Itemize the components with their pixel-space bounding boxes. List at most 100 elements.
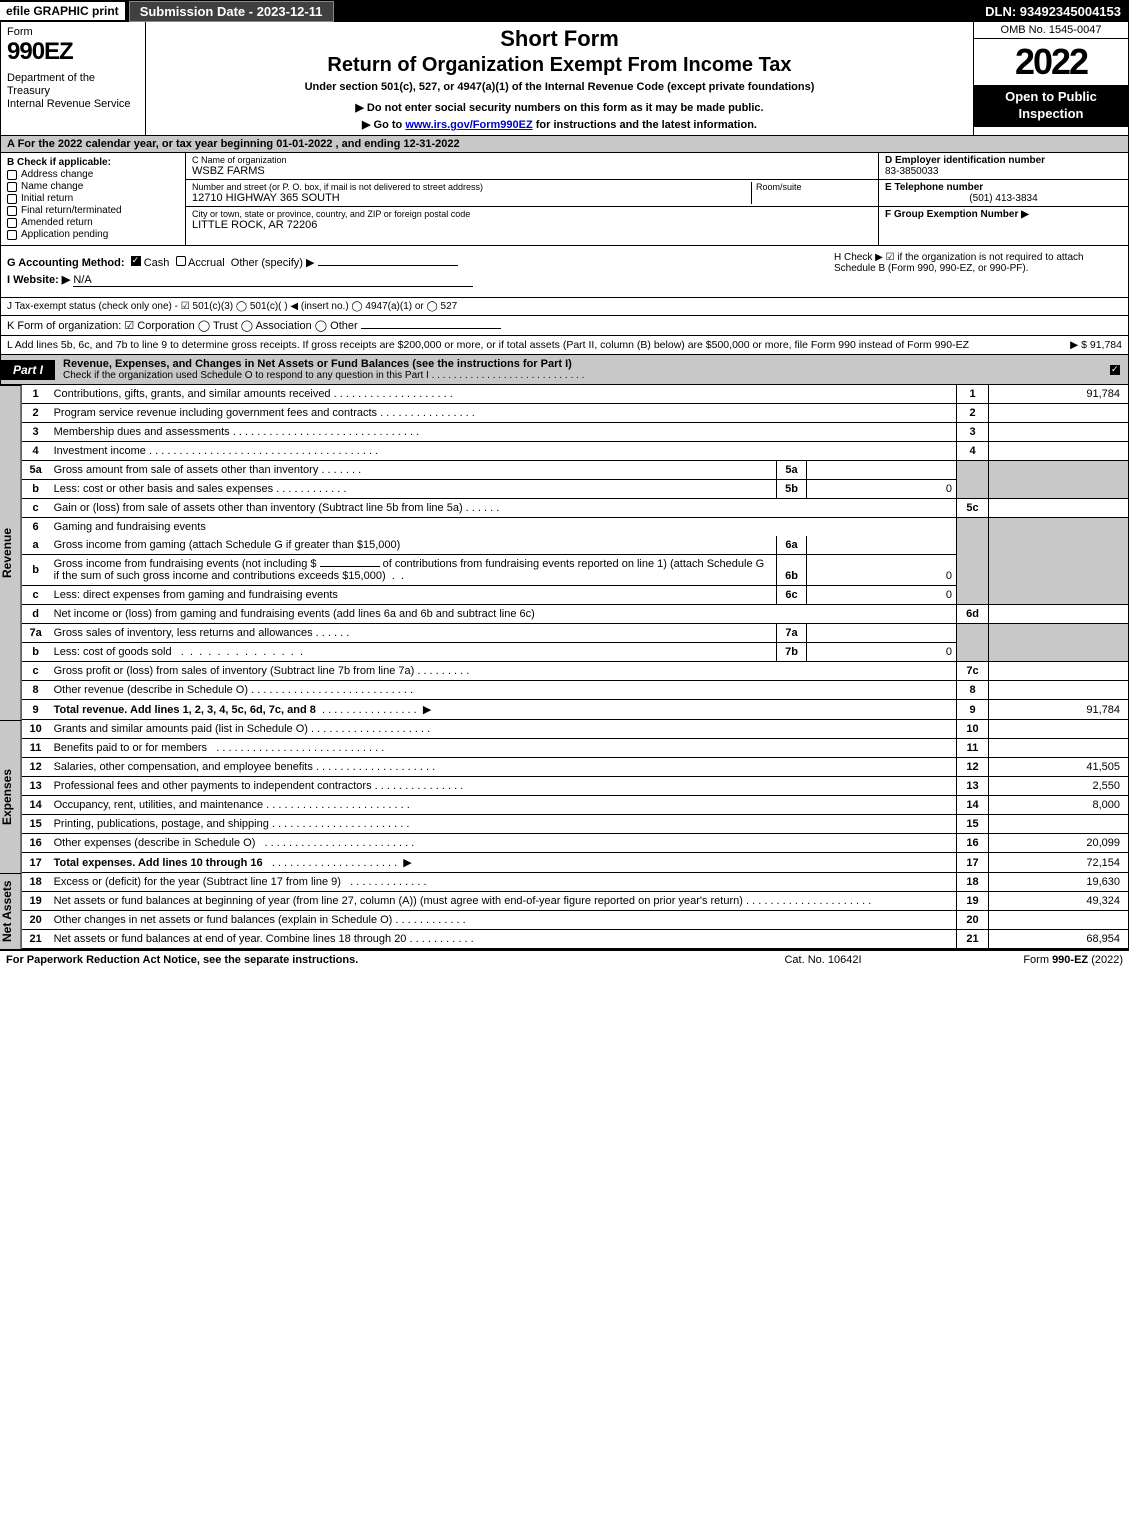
- numcol: 16: [957, 834, 989, 853]
- phone-label: E Telephone number: [885, 182, 983, 193]
- numcol: 15: [957, 815, 989, 834]
- part-1-schedule-o-checkbox[interactable]: [1110, 365, 1120, 375]
- col-b-label-text: B Check if applicable:: [7, 157, 111, 168]
- efile-label[interactable]: efile GRAPHIC print: [0, 2, 125, 20]
- contrib-input[interactable]: [320, 566, 380, 567]
- checkbox-icon: [7, 206, 17, 216]
- line-12: 12 Salaries, other compensation, and emp…: [22, 758, 1129, 777]
- row-j-text: J Tax-exempt status (check only one) - ☑…: [7, 301, 457, 312]
- desc-text: Gross sales of inventory, less returns a…: [54, 627, 313, 639]
- line-1: 1 Contributions, gifts, grants, and simi…: [22, 385, 1129, 404]
- lineno: 9: [22, 700, 50, 720]
- amount: 2,550: [989, 777, 1129, 796]
- numcol-grey: [957, 518, 989, 605]
- part-1-subtitle: Check if the organization used Schedule …: [63, 370, 1102, 381]
- part-1-title-text: Revenue, Expenses, and Changes in Net As…: [63, 358, 572, 370]
- checkbox-icon: [7, 170, 17, 180]
- org-name-cell: C Name of organization WSBZ FARMS: [186, 153, 878, 180]
- numcol-grey: [957, 461, 989, 499]
- numcol: 3: [957, 423, 989, 442]
- desc-text: Gross amount from sale of assets other t…: [54, 464, 319, 476]
- lineno: 16: [22, 834, 50, 853]
- desc: Printing, publications, postage, and shi…: [50, 815, 957, 834]
- header-left: Form 990EZ Department of the Treasury In…: [1, 22, 146, 135]
- subbox-label: 6a: [777, 536, 807, 555]
- k-other-input[interactable]: [361, 328, 501, 329]
- desc-text: Occupancy, rent, utilities, and maintena…: [54, 799, 264, 811]
- col-c-org-info: C Name of organization WSBZ FARMS Number…: [186, 153, 878, 245]
- irs-link[interactable]: www.irs.gov/Form990EZ: [405, 119, 532, 131]
- header-center: Short Form Return of Organization Exempt…: [146, 22, 973, 135]
- checkbox-icon: [176, 256, 186, 266]
- amount: 20,099: [989, 834, 1129, 853]
- lineno: 2: [22, 404, 50, 423]
- subbox-val: [807, 536, 957, 555]
- row-a-text: A For the 2022 calendar year, or tax yea…: [7, 138, 460, 150]
- title-short-form: Short Form: [154, 26, 965, 52]
- numcol: 19: [957, 892, 989, 911]
- numcol: 10: [957, 720, 989, 739]
- numcol: 17: [957, 853, 989, 873]
- revenue-section: Revenue 1 Contributions, gifts, grants, …: [0, 385, 1129, 720]
- desc: Gain or (loss) from sale of assets other…: [50, 499, 957, 518]
- amount: 72,154: [989, 853, 1129, 873]
- line-6d: d Net income or (loss) from gaming and f…: [22, 605, 1129, 624]
- row-a-tax-year: A For the 2022 calendar year, or tax yea…: [0, 136, 1129, 153]
- amount-grey: [989, 518, 1129, 605]
- amount: [989, 499, 1129, 518]
- row-i-website: I Website: ▶ N/A: [7, 273, 822, 287]
- city-value: LITTLE ROCK, AR 72206: [192, 219, 872, 231]
- checkbox-icon: [7, 230, 17, 240]
- chk-label: Name change: [21, 181, 83, 192]
- street-address: Number and street (or P. O. box, if mail…: [192, 182, 752, 204]
- numcol: 8: [957, 681, 989, 700]
- desc: Less: cost or other basis and sales expe…: [50, 480, 777, 499]
- amount: [989, 911, 1129, 930]
- desc: Less: cost of goods sold . . . . . . . .…: [50, 643, 777, 662]
- chk-name-change[interactable]: Name change: [7, 181, 179, 192]
- group-exemption-label: F Group Exemption Number ▶: [885, 209, 1029, 220]
- desc-text: Membership dues and assessments: [54, 426, 230, 438]
- row-l-text: L Add lines 5b, 6c, and 7b to line 9 to …: [7, 339, 969, 351]
- amount: [989, 720, 1129, 739]
- desc: Net assets or fund balances at beginning…: [50, 892, 957, 911]
- line-7c: c Gross profit or (loss) from sales of i…: [22, 662, 1129, 681]
- g-label: G Accounting Method:: [7, 257, 125, 269]
- line-5a: 5a Gross amount from sale of assets othe…: [22, 461, 1129, 480]
- desc: Gross income from fundraising events (no…: [50, 555, 777, 586]
- chk-address-change[interactable]: Address change: [7, 169, 179, 180]
- chk-label: Amended return: [21, 217, 93, 228]
- section-bcdef: B Check if applicable: Address change Na…: [0, 153, 1129, 246]
- chk-label: Application pending: [21, 229, 108, 240]
- dln: DLN: 93492345004153: [985, 4, 1129, 19]
- chk-amended-return[interactable]: Amended return: [7, 217, 179, 228]
- desc: Other changes in net assets or fund bala…: [50, 911, 957, 930]
- desc: Gross amount from sale of assets other t…: [50, 461, 777, 480]
- omb-number: OMB No. 1545-0047: [974, 22, 1128, 39]
- lineno: a: [22, 536, 50, 555]
- desc-text: Professional fees and other payments to …: [54, 780, 372, 792]
- desc: Total expenses. Add lines 10 through 16 …: [50, 853, 957, 873]
- desc: Gross income from gaming (attach Schedul…: [50, 536, 777, 555]
- desc: Professional fees and other payments to …: [50, 777, 957, 796]
- group-exemption-cell: F Group Exemption Number ▶: [879, 207, 1128, 245]
- desc: Program service revenue including govern…: [50, 404, 957, 423]
- g-accrual: Accrual: [188, 257, 225, 269]
- g-other-input[interactable]: [318, 265, 458, 266]
- amount: 8,000: [989, 796, 1129, 815]
- desc-text: Less: cost of goods sold: [54, 646, 172, 658]
- line-8: 8 Other revenue (describe in Schedule O)…: [22, 681, 1129, 700]
- amount-grey: [989, 624, 1129, 662]
- city-label: City or town, state or province, country…: [192, 209, 872, 219]
- desc: Contributions, gifts, grants, and simila…: [50, 385, 957, 404]
- chk-application-pending[interactable]: Application pending: [7, 229, 179, 240]
- desc-text: Program service revenue including govern…: [54, 407, 377, 419]
- lineno: 17: [22, 853, 50, 873]
- amount-grey: [989, 461, 1129, 499]
- amount: [989, 739, 1129, 758]
- chk-initial-return[interactable]: Initial return: [7, 193, 179, 204]
- chk-label: Final return/terminated: [21, 205, 122, 216]
- chk-final-return[interactable]: Final return/terminated: [7, 205, 179, 216]
- lineno: b: [22, 555, 50, 586]
- desc: Net income or (loss) from gaming and fun…: [50, 605, 957, 624]
